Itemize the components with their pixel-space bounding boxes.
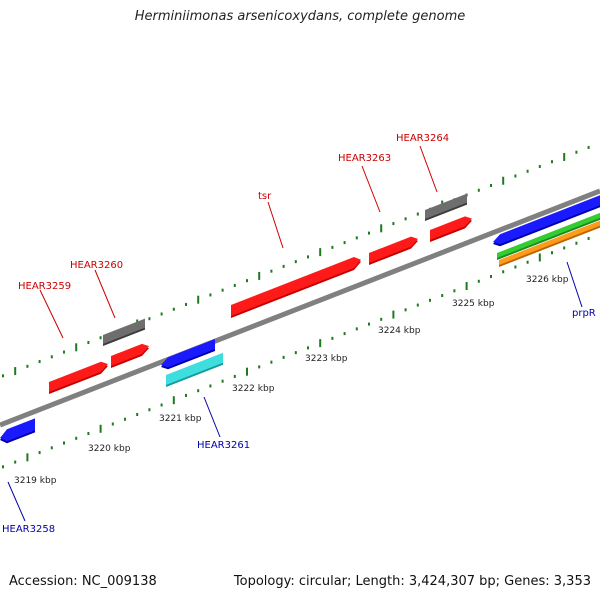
leader-line bbox=[566, 261, 583, 308]
red-arrow-feature[interactable] bbox=[369, 236, 418, 263]
red-arrow-feature[interactable] bbox=[111, 343, 149, 366]
map-title: Herminiimonas arsenicoxydans, complete g… bbox=[134, 9, 466, 24]
accession-text: Accession: NC_009138 bbox=[9, 574, 157, 589]
red-arrow-feature[interactable] bbox=[231, 257, 361, 316]
label-leaders bbox=[7, 145, 583, 522]
leader-line bbox=[39, 289, 64, 339]
gene-label[interactable]: HEAR3261 bbox=[197, 440, 250, 451]
leader-line bbox=[267, 201, 284, 249]
gene-label[interactable]: HEAR3263 bbox=[338, 153, 391, 164]
leader-line bbox=[7, 481, 26, 522]
gene-label[interactable]: HEAR3264 bbox=[396, 133, 449, 144]
red-arrow-feature[interactable] bbox=[49, 361, 108, 392]
scale-label: 3222 kbp bbox=[232, 384, 275, 394]
blue-arrow-feature[interactable] bbox=[161, 338, 215, 368]
blue-arrow-feature[interactable] bbox=[493, 194, 600, 245]
orange-bar-feature[interactable] bbox=[499, 219, 600, 265]
leader-line bbox=[203, 396, 221, 438]
gene-label[interactable]: HEAR3260 bbox=[70, 260, 123, 271]
gene-labels: HEAR3259 HEAR3260 tsr HEAR3263 HEAR3264 HEAR3… bbox=[2, 133, 596, 535]
gene-label[interactable]: HEAR3259 bbox=[18, 281, 71, 292]
cyan-box-feature[interactable] bbox=[166, 352, 223, 385]
leader-line bbox=[94, 269, 116, 319]
leader-line bbox=[361, 165, 381, 213]
lower-tick-track bbox=[2, 236, 590, 469]
grey-box-feature[interactable] bbox=[425, 193, 467, 219]
red-arrow-feature[interactable] bbox=[430, 216, 472, 240]
scale-label: 3225 kbp bbox=[452, 299, 495, 309]
scale-labels: 3219 kbp 3220 kbp 3221 kbp 3222 kbp 3223 kbp… bbox=[14, 275, 569, 486]
scale-label: 3224 kbp bbox=[378, 326, 421, 336]
genome-summary: Topology: circular; Length: 3,424,307 bp… bbox=[233, 574, 591, 589]
blue-arrow-feature[interactable] bbox=[0, 418, 35, 442]
scale-label: 3219 kbp bbox=[14, 476, 57, 486]
scale-label: 3223 kbp bbox=[305, 354, 348, 364]
scale-label: 3221 kbp bbox=[159, 414, 202, 424]
gene-label[interactable]: tsr bbox=[258, 191, 272, 202]
grey-box-feature[interactable] bbox=[103, 318, 145, 344]
feature-track bbox=[0, 193, 600, 444]
genome-backbone bbox=[0, 188, 600, 428]
green-bar-feature[interactable] bbox=[497, 212, 600, 258]
scale-label: 3220 kbp bbox=[88, 444, 131, 454]
scale-label: 3226 kbp bbox=[526, 275, 569, 285]
gene-label[interactable]: prpR bbox=[572, 308, 596, 319]
gene-label[interactable]: HEAR3258 bbox=[2, 524, 55, 535]
leader-line bbox=[419, 145, 438, 193]
